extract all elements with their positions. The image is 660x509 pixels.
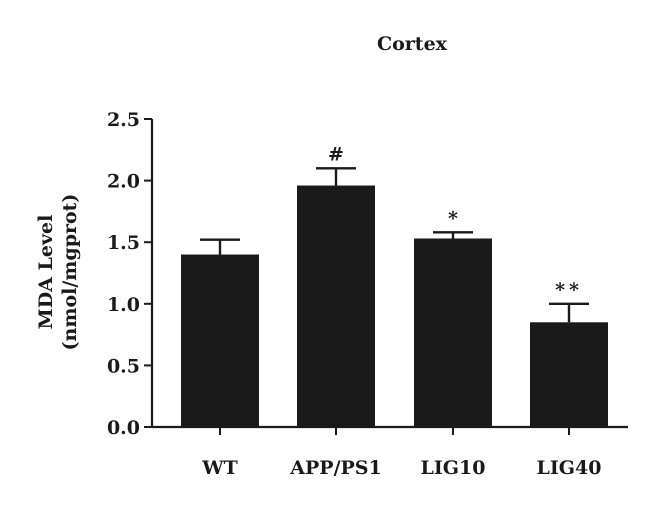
significance-marker: # (328, 143, 344, 165)
bar-lig10 (414, 238, 492, 427)
y-tick-label: 1.5 (107, 232, 140, 254)
bar-app-ps1 (297, 185, 375, 427)
y-axis-label-line1: MDA Level (35, 215, 57, 330)
x-tick-label: LIG40 (537, 457, 602, 479)
y-tick-label: 2.0 (107, 171, 140, 193)
y-tick-label: 0.5 (107, 355, 140, 377)
x-tick-label: APP/PS1 (289, 457, 381, 479)
chart-title: Cortex (377, 33, 448, 55)
y-tick-label: 2.5 (107, 109, 140, 131)
bar-wt (181, 254, 259, 427)
y-axis-label-line2: (nmol/mgprot) (59, 194, 81, 351)
x-axis: WT APP/PS1 LIG10 LIG40 (152, 425, 628, 479)
x-tick-label: LIG10 (421, 457, 486, 479)
bar-lig40 (530, 322, 608, 427)
y-tick-label: 0.0 (107, 417, 140, 439)
y-axis: 0.0 0.5 1.0 1.5 2.0 2.5 (107, 109, 154, 439)
bars: #*** (181, 143, 608, 427)
y-axis-label: MDA Level (nmol/mgprot) (35, 194, 81, 351)
significance-marker: * (448, 207, 458, 229)
x-tick-label: WT (201, 457, 237, 479)
significance-marker: ** (555, 279, 583, 301)
y-tick-label: 1.0 (107, 294, 140, 316)
